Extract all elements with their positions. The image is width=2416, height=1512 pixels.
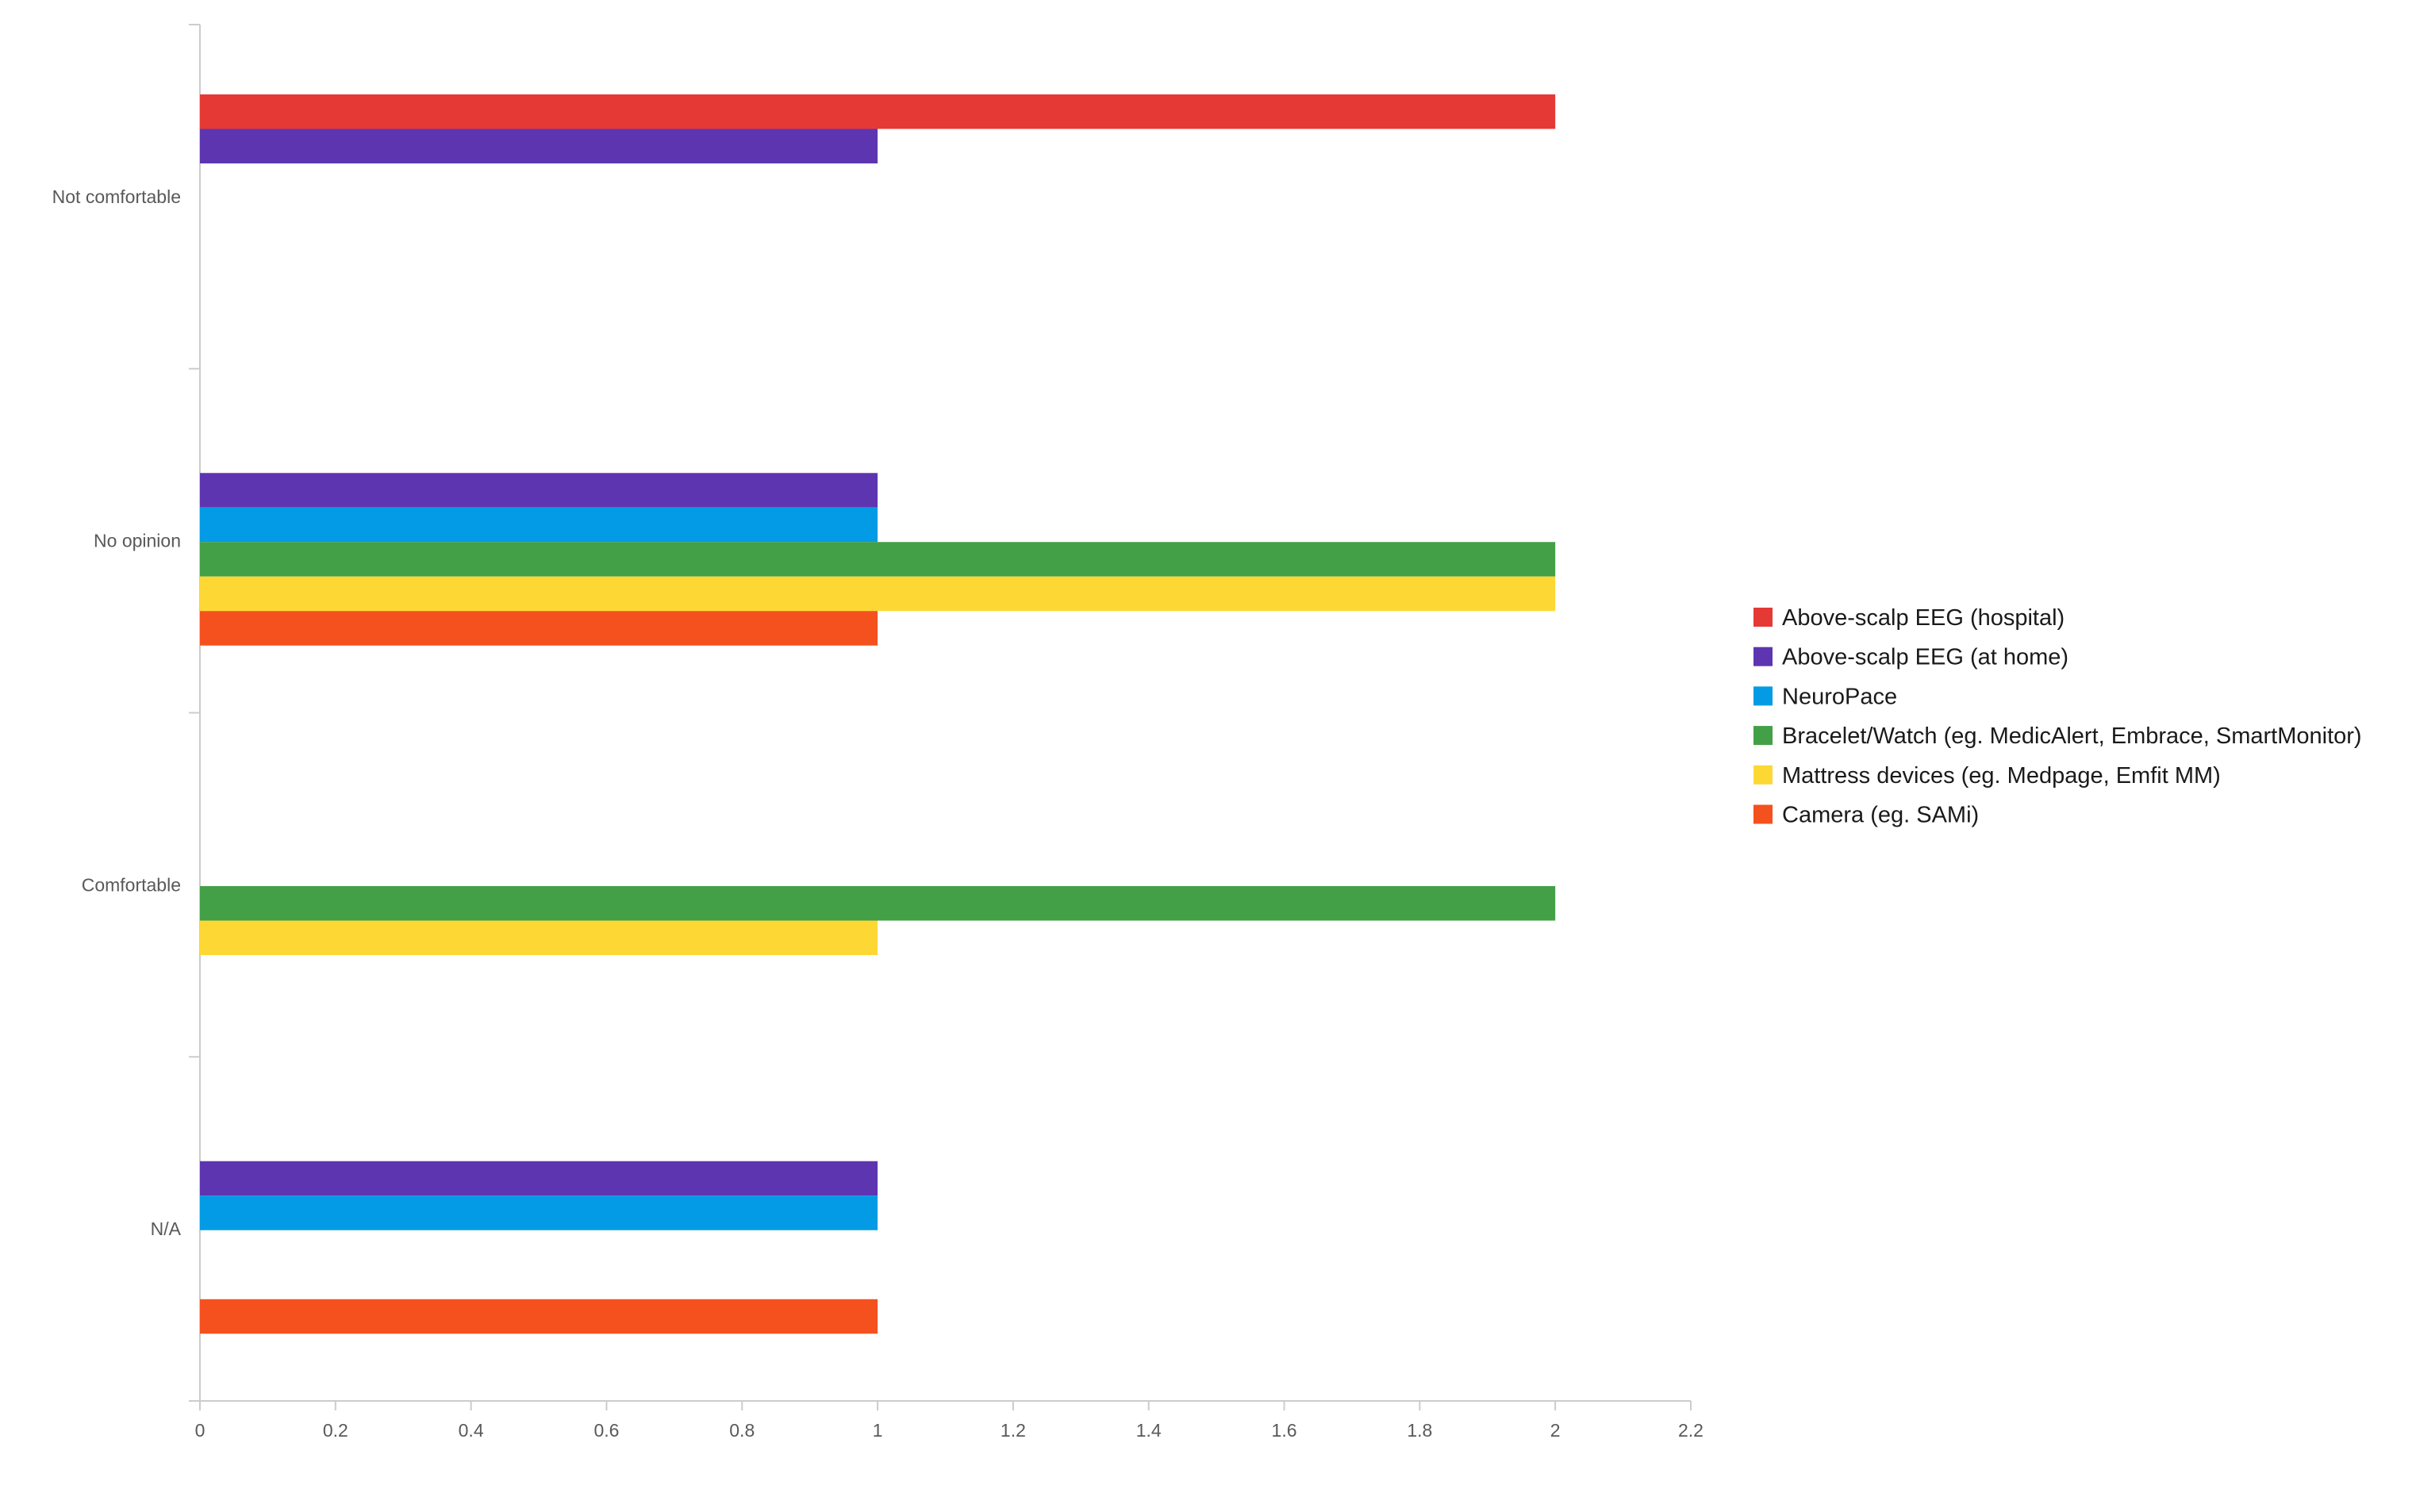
category-label: Not comfortable: [52, 186, 181, 207]
bar: [200, 611, 878, 646]
legend-swatch: [1753, 608, 1773, 627]
bar: [200, 1161, 878, 1196]
legend-swatch: [1753, 686, 1773, 706]
category-label: N/A: [151, 1218, 182, 1239]
x-tick-label: 1: [873, 1420, 883, 1441]
x-tick-label: 0.6: [593, 1420, 619, 1441]
x-tick-label: 2: [1550, 1420, 1561, 1441]
bar: [200, 542, 1556, 577]
legend-label: Mattress devices (eg. Medpage, Emfit MM): [1782, 763, 2221, 789]
bar: [200, 473, 878, 508]
bar: [200, 94, 1556, 129]
bar: [200, 576, 1556, 612]
bars: [200, 94, 1556, 1334]
x-tick-label: 0.8: [729, 1420, 755, 1441]
legend-label: Bracelet/Watch (eg. MedicAlert, Embrace,…: [1782, 723, 2362, 749]
legend-swatch: [1753, 647, 1773, 666]
x-tick-label: 0: [195, 1420, 205, 1441]
legend-swatch: [1753, 804, 1773, 824]
category-label: Comfortable: [82, 874, 181, 895]
axes: Not comfortable No opinion Comfortable N/A 0…: [52, 24, 1703, 1441]
x-tick-label: 0.2: [323, 1420, 348, 1441]
bar: [200, 1195, 878, 1230]
category-label: No opinion: [94, 531, 181, 551]
legend-label: NeuroPace: [1782, 684, 1897, 709]
bar: [200, 507, 878, 543]
legend: Above-scalp EEG (hospital) Above-scalp EE…: [1753, 605, 2362, 828]
x-tick-label: 1.8: [1407, 1420, 1432, 1441]
x-tick-label: 1.4: [1136, 1420, 1162, 1441]
bar: [200, 129, 878, 163]
legend-label: Above-scalp EEG (at home): [1782, 645, 2068, 670]
x-tick-label: 2.2: [1678, 1420, 1703, 1441]
bar: [200, 920, 878, 955]
x-tick-label: 0.4: [459, 1420, 484, 1441]
bar: [200, 886, 1556, 921]
legend-swatch: [1753, 726, 1773, 746]
x-tick-label: 1.6: [1272, 1420, 1297, 1441]
bar: [200, 1299, 878, 1334]
legend-label: Above-scalp EEG (hospital): [1782, 605, 2065, 631]
x-tick-label: 1.2: [1001, 1420, 1026, 1441]
legend-label: Camera (eg. SAMi): [1782, 803, 1979, 828]
legend-swatch: [1753, 765, 1773, 785]
